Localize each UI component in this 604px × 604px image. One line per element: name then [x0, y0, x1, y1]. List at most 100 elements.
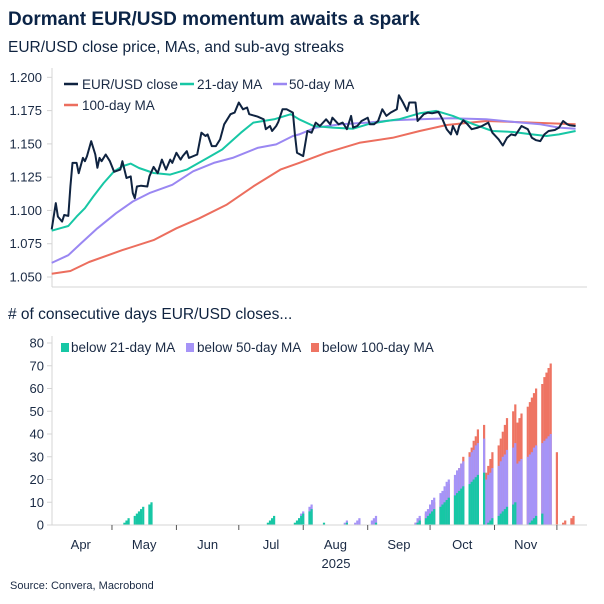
bar-bar50	[370, 520, 373, 525]
bar-bar50	[501, 456, 504, 526]
bar-bar50	[358, 518, 361, 525]
series-line-ma50	[51, 117, 576, 264]
bar-bar50	[414, 522, 417, 525]
bar-bar21	[491, 518, 494, 525]
legend-swatch-bar50	[186, 343, 194, 352]
y-tick-label: 1.125	[9, 170, 42, 185]
legend-label-bar21: below 21-day MA	[71, 340, 175, 355]
bar-bar50	[354, 522, 357, 525]
series-line-ma100	[51, 120, 576, 275]
bar-bar21	[142, 506, 145, 525]
legend-swatch-bar100	[311, 343, 319, 352]
bar-bar50	[356, 520, 359, 525]
bar-bar21	[137, 511, 141, 525]
bar-bar21	[441, 504, 444, 525]
bar-bar21	[273, 515, 276, 525]
bar-bar50	[372, 518, 375, 525]
bar-bar100	[562, 522, 565, 525]
bar-bar50	[418, 515, 421, 525]
bar-bar21	[483, 472, 486, 525]
bar-bar21	[489, 520, 492, 525]
bar-bar50	[526, 456, 529, 526]
y-tick-label: 1.175	[9, 103, 42, 118]
bar-bar21	[439, 506, 442, 525]
bar-bar21	[424, 518, 427, 525]
bar-bar21	[418, 520, 421, 525]
bar-bar50	[416, 518, 419, 525]
bar-bar21	[514, 502, 517, 526]
bar-bar21	[302, 513, 305, 525]
bar-bar21	[298, 518, 301, 525]
bar-bar21	[458, 490, 461, 525]
bar-bar50	[545, 438, 548, 526]
y-tick-label: 1.100	[9, 203, 42, 218]
bar-bar50	[528, 454, 531, 525]
bar-bar50	[489, 472, 492, 525]
bar-bar21	[453, 495, 457, 525]
bar-bar50	[547, 436, 550, 525]
streak-legend: below 21-day MA below 50-day MA below 10…	[61, 340, 434, 355]
y-tick-label: 30	[30, 449, 44, 464]
bar-bar21	[472, 479, 475, 525]
legend-label-ma50: 50-day MA	[289, 77, 354, 92]
bar-bar21	[443, 502, 446, 526]
x-tick-label: Jul	[263, 537, 280, 552]
bar-bar50	[503, 454, 506, 525]
bar-bar100	[555, 452, 558, 525]
bar-bar21	[135, 513, 138, 525]
bar-bar21	[123, 522, 126, 525]
y-tick-label: 80	[30, 336, 44, 351]
source-note: Source: Convera, Macrobond	[10, 580, 154, 592]
bar-bar21	[447, 497, 450, 525]
bar-bar50	[532, 447, 536, 525]
bar-bar21	[499, 513, 502, 525]
bar-bar50	[543, 440, 546, 525]
bar-bar50	[374, 515, 378, 525]
bar-bar21	[505, 506, 509, 525]
x-tick-label: Nov	[514, 537, 538, 552]
bar-bar21	[470, 481, 473, 525]
x-tick-label: May	[132, 537, 157, 552]
bar-bar21	[308, 511, 311, 525]
bar-bar21	[431, 511, 434, 525]
bar-bar100	[570, 518, 573, 525]
bar-bar21	[497, 515, 500, 525]
bar-bar100	[572, 515, 575, 525]
bar-bar21	[345, 522, 348, 525]
bar-bar21	[429, 513, 432, 525]
bar-bar21	[266, 522, 269, 525]
y-tick-label: 10	[30, 495, 44, 510]
x-tick-label: Sep	[387, 537, 410, 552]
bar-bar21	[535, 515, 538, 525]
bar-bar21	[140, 509, 143, 525]
y-tick-label: 70	[30, 358, 44, 373]
bar-bar100	[564, 520, 567, 525]
y-tick-label: 1.200	[9, 70, 42, 85]
bar-bar21	[528, 522, 531, 525]
bar-bar21	[133, 515, 136, 525]
bar-bar21	[148, 504, 151, 525]
chart-subtitle: EUR/USD close price, MAs, and sub-avg st…	[8, 39, 344, 56]
y-tick-label: 50	[30, 404, 44, 419]
bar-series-bar21	[123, 472, 544, 526]
bar-bar50	[516, 463, 519, 525]
y-tick-label: 1.075	[9, 236, 42, 251]
x-tick-label: Apr	[71, 537, 92, 552]
bar-bar21	[293, 522, 296, 525]
bar-bar21	[476, 474, 479, 525]
y-tick-label: 1.150	[9, 136, 42, 151]
streak-chart: 0 10 20 30 40 50 60 70 80 Apr May Jun Jul Aug Sep Oct N…	[30, 336, 587, 571]
bar-bar50	[541, 443, 544, 525]
bar-bar21	[295, 520, 299, 525]
bar-bar21	[532, 518, 536, 525]
bar-bar21	[322, 522, 326, 525]
streak-chart-title: # of consecutive days EUR/USD closes...	[8, 306, 292, 323]
bar-bar50	[530, 452, 533, 525]
bar-bar21	[310, 509, 313, 525]
bar-bar21	[456, 493, 459, 525]
bar-bar21	[271, 518, 274, 525]
bar-bar21	[487, 522, 490, 525]
bar-bar21	[512, 504, 515, 525]
bar-bar21	[374, 522, 378, 525]
legend-label-close: EUR/USD close	[82, 77, 178, 92]
